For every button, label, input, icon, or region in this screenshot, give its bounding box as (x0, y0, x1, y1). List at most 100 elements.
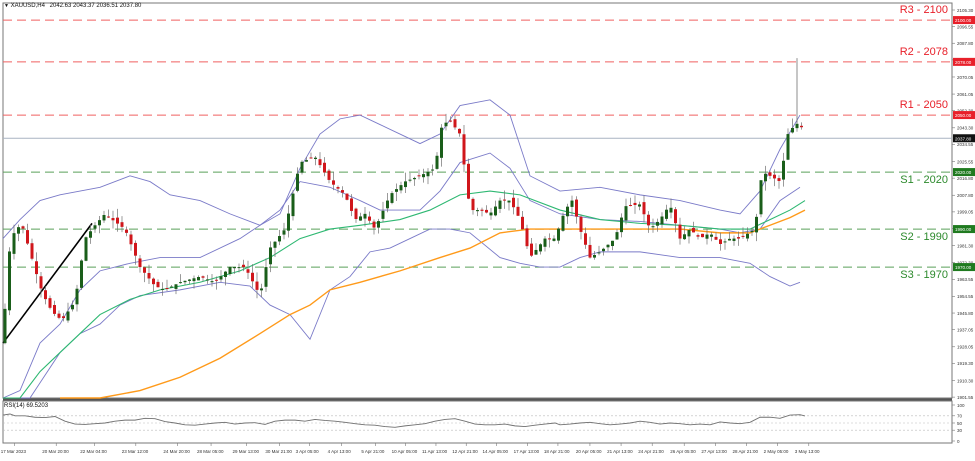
x-tick-label: 4 Apr 13:00 (328, 449, 352, 454)
bull-candle (224, 271, 227, 277)
bull-candle (170, 286, 173, 288)
x-tick-label: 20 Apr 05:00 (576, 449, 602, 454)
bull-candle (228, 267, 232, 275)
x-tick-label: 5 Apr 21:00 (361, 449, 385, 454)
ohlc-values: 2042.63 2043.37 2036.51 2037.80 (49, 3, 142, 9)
bull-candle (489, 212, 493, 216)
symbol-label: XAUUSD,H4 (10, 3, 45, 9)
bull-candle (710, 234, 713, 237)
bull-candle (273, 241, 277, 248)
bull-candle (188, 279, 191, 281)
bull-candle (566, 206, 569, 217)
bull-candle (98, 220, 101, 226)
price-tag (953, 225, 975, 234)
bull-candle (422, 174, 425, 178)
bull-candle (395, 189, 398, 192)
price-tag (953, 57, 975, 66)
price-tag-label: 2020.00 (955, 170, 972, 175)
bull-candle (89, 231, 92, 238)
bull-candle (377, 221, 380, 228)
bull-candle (260, 288, 263, 291)
bear-candle (516, 206, 520, 216)
bull-candle (404, 181, 407, 188)
bull-candle (786, 134, 790, 160)
bull-candle (314, 157, 317, 160)
bull-candle (669, 207, 673, 213)
x-tick-label: 27 Apr 13:00 (701, 449, 727, 454)
x-tick-label: 22 Mar 04:00 (80, 449, 107, 454)
bear-candle (39, 276, 43, 289)
bull-candle (723, 241, 727, 243)
bull-candle (570, 200, 574, 207)
bull-candle (233, 267, 236, 269)
bull-candle (8, 251, 11, 311)
bull-candle (651, 226, 655, 228)
bull-candle (282, 230, 286, 235)
bear-candle (30, 243, 34, 259)
y-tick-label: 1972.30 (957, 261, 974, 266)
bull-candle (210, 281, 214, 283)
bear-candle (107, 216, 110, 218)
bear-candle (458, 128, 461, 134)
y-tick-label: 1963.55 (957, 277, 974, 282)
bull-candle (755, 216, 758, 233)
bear-candle (741, 235, 745, 237)
bull-candle (278, 236, 281, 242)
x-tick-label: 26 Apr 05:00 (670, 449, 696, 454)
bear-candle (120, 222, 124, 227)
price-tag-label: 2050.00 (955, 113, 972, 118)
bear-candle (152, 278, 155, 285)
bull-candle (593, 255, 596, 258)
bull-candle (17, 227, 20, 234)
bear-candle (737, 237, 740, 239)
price-tag (953, 168, 975, 177)
bull-candle (237, 267, 241, 269)
bull-candle (197, 276, 200, 281)
bear-candle (215, 279, 218, 281)
bull-candle (161, 288, 164, 290)
bear-candle (246, 269, 250, 273)
bull-candle (561, 215, 565, 231)
bear-candle (588, 244, 592, 258)
bear-candle (647, 214, 650, 226)
bull-candle (291, 193, 295, 217)
bear-candle (336, 187, 340, 189)
bull-candle (3, 308, 7, 344)
ma-orange-line (60, 209, 806, 399)
rsi-tick-label: 70 (957, 414, 963, 419)
bear-candle (327, 170, 331, 180)
bear-candle (417, 175, 421, 177)
x-tick-label: 29 Mar 13:00 (233, 449, 260, 454)
y-tick-label: 1981.30 (957, 243, 974, 248)
triangle-down-icon[interactable]: ▼ (4, 3, 9, 9)
bear-candle (332, 180, 335, 185)
bear-candle (521, 216, 524, 230)
bull-candle (413, 177, 416, 180)
current-price-tag (953, 134, 975, 143)
bollinger-lower-band-2-line (3, 228, 801, 399)
main-plot-frame (2, 2, 953, 399)
bull-candle (543, 238, 547, 247)
bull-candle (705, 234, 709, 239)
y-tick-label: 1945.80 (957, 311, 974, 316)
x-tick-label: 21 Apr 13:00 (607, 449, 633, 454)
bull-candle (381, 210, 385, 219)
bear-candle (57, 313, 61, 318)
bull-candle (620, 217, 623, 233)
support-level-label: S3 - 1970 (900, 269, 948, 281)
x-tick-label: 10 Apr 05:00 (392, 449, 418, 454)
y-tick-label: 1910.30 (957, 378, 974, 383)
bear-candle (584, 233, 587, 245)
bull-candle (656, 221, 659, 226)
bull-candle (750, 230, 754, 233)
bear-candle (696, 235, 700, 237)
x-tick-label: 2 May 05:00 (764, 449, 789, 454)
bear-candle (143, 267, 146, 273)
resistance-level-label: R3 - 2100 (900, 4, 948, 16)
resistance-level-label: R1 - 2050 (900, 99, 948, 111)
x-tick-label: 20 Mar 20:00 (42, 449, 69, 454)
bull-candle (219, 276, 223, 280)
bear-candle (480, 209, 484, 211)
bear-candle (156, 281, 160, 288)
